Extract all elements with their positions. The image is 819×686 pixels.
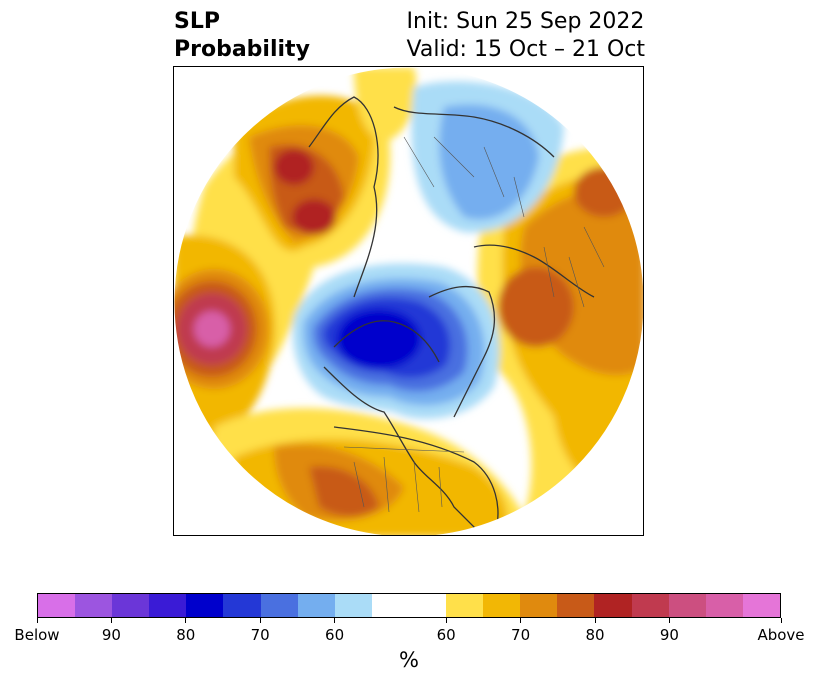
colorbar-tick <box>36 618 38 623</box>
colorbar-segment <box>483 594 521 617</box>
colorbar-segment <box>260 594 298 617</box>
colorbar-unit: % <box>399 648 419 672</box>
colorbar-tick <box>445 618 447 623</box>
political-borders <box>343 136 605 513</box>
colorbar-tick-label: 60 <box>436 626 456 644</box>
above-region-east-75 <box>498 267 574 347</box>
colorbar-tick <box>780 618 782 623</box>
border-europe <box>543 226 605 308</box>
coastline-arctic <box>333 320 440 363</box>
below-region-siberia-65 <box>439 104 539 220</box>
colorbar-segment <box>631 594 669 617</box>
colorbar-segment <box>371 594 447 617</box>
colorbar-segment <box>446 594 484 617</box>
coastline-greenland <box>428 285 496 418</box>
colorbar-segment <box>520 594 558 617</box>
colorbar-tick <box>668 618 670 623</box>
colorbar-segment <box>594 594 632 617</box>
below-region-arctic-80 <box>337 309 421 369</box>
map-title: SLP Probability <box>174 8 310 64</box>
border-us-states <box>353 456 443 513</box>
above-region-pacific-80b <box>292 199 336 235</box>
title-measure: Probability <box>174 37 310 62</box>
colorbar-tick <box>110 618 112 623</box>
colorbar-segment <box>223 594 261 617</box>
valid-range: Valid: 15 Oct – 21 Oct <box>406 37 645 62</box>
colorbar-tick <box>520 618 522 623</box>
coastline-europe <box>473 244 595 298</box>
colorbar-segment <box>112 594 150 617</box>
colorbar-tick <box>334 618 336 623</box>
probability-map <box>174 67 643 535</box>
colorbar-tick-label: Below <box>14 626 60 644</box>
coastline-siberia <box>393 106 555 158</box>
colorbar-segment <box>186 594 224 617</box>
colorbar-tick-label: 70 <box>250 626 270 644</box>
colorbar-segment <box>668 594 706 617</box>
colorbar-tick-label: 80 <box>176 626 196 644</box>
above-region-pacific-80a <box>274 149 314 185</box>
coastline-east-asia <box>308 96 379 298</box>
colorbar-segment <box>38 594 76 617</box>
above-region-north-60 <box>354 67 417 142</box>
coastlines <box>308 96 595 535</box>
colorbar-tick <box>594 618 596 623</box>
colorbar-tick-label: 90 <box>101 626 121 644</box>
colorbar-tick-label: 80 <box>585 626 605 644</box>
above-region-west-90 <box>194 311 230 347</box>
init-date: Init: Sun 25 Sep 2022 <box>406 9 645 34</box>
colorbar-segment <box>297 594 335 617</box>
colorbar-tick-label: Above <box>757 626 805 644</box>
border-russia-regions <box>403 136 525 218</box>
colorbar <box>37 593 781 618</box>
colorbar-tick-label: 90 <box>659 626 679 644</box>
title-variable: SLP <box>174 9 220 34</box>
colorbar-tick-label: 60 <box>325 626 345 644</box>
colorbar-segment <box>557 594 595 617</box>
coastline-us <box>333 426 499 535</box>
colorbar-segment <box>334 594 372 617</box>
colorbar-segment <box>705 594 743 617</box>
map-subtitle: Init: Sun 25 Sep 2022 Valid: 15 Oct – 21… <box>407 8 645 64</box>
colorbar-segment <box>149 594 187 617</box>
colorbar-tick <box>185 618 187 623</box>
border-us-canada <box>343 446 465 453</box>
colorbar-segment <box>742 594 780 617</box>
map-panel <box>173 66 644 536</box>
coastline-north-america-west <box>323 366 485 535</box>
colorbar-tick-label: 70 <box>511 626 531 644</box>
colorbar-segment <box>75 594 113 617</box>
above-region-us-75 <box>309 466 379 517</box>
colorbar-tick <box>259 618 261 623</box>
